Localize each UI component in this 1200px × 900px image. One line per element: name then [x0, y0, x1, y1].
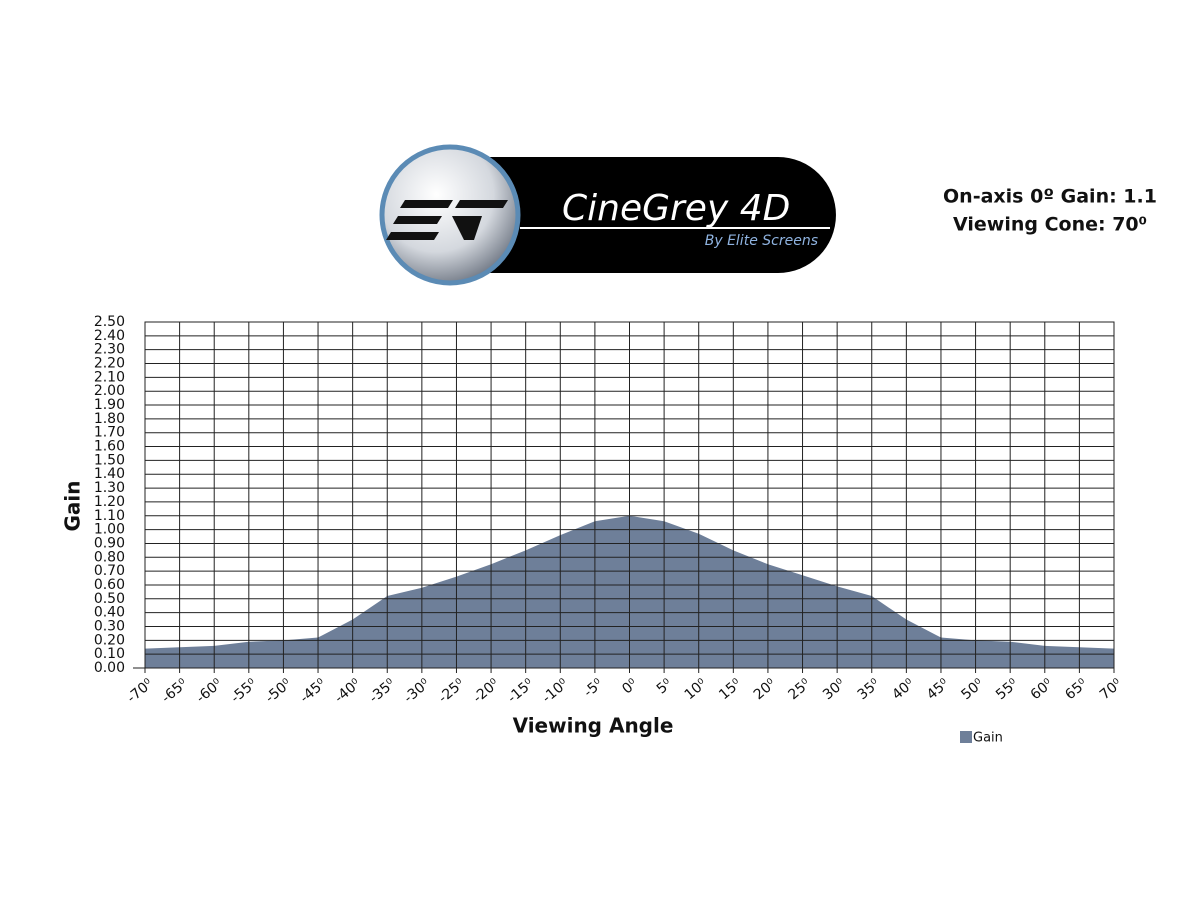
x-tick-label: 60⁰	[1028, 676, 1057, 704]
x-tick-label: -40⁰	[332, 676, 364, 707]
y-tick-label: 0.10	[94, 646, 125, 662]
y-tick-label: 1.40	[94, 466, 125, 482]
x-tick-label: 15⁰	[716, 676, 745, 704]
y-tick-label: 0.20	[94, 632, 125, 648]
y-tick-label: 0.30	[94, 618, 125, 634]
x-tick-label: -45⁰	[297, 676, 329, 707]
y-tick-label: 1.60	[94, 439, 125, 455]
y-axis-label: Gain	[61, 480, 85, 531]
y-tick-label: 1.70	[94, 425, 125, 441]
x-tick-label: -15⁰	[505, 676, 537, 707]
x-tick-label: -5⁰	[581, 676, 607, 701]
y-tick-label: 0.40	[94, 605, 125, 621]
x-tick-label: -35⁰	[366, 676, 398, 707]
plot-border	[144, 321, 1115, 669]
x-tick-label: -60⁰	[193, 676, 225, 707]
logo-name: CineGrey 4D	[562, 188, 790, 229]
x-axis-label: Viewing Angle	[513, 714, 674, 738]
x-tick-label: -65⁰	[159, 676, 191, 707]
logo-mark	[386, 200, 508, 240]
x-tick-label: -25⁰	[436, 676, 468, 707]
x-tick-label: 65⁰	[1062, 676, 1091, 704]
x-tick-label: 25⁰	[785, 676, 814, 704]
y-tick-label: 2.20	[94, 356, 125, 372]
logo-band	[450, 157, 836, 273]
y-tick-label: 1.80	[94, 411, 125, 427]
y-tick-label: 0.00	[94, 660, 125, 676]
x-tick-label: 40⁰	[889, 676, 918, 704]
x-tick-label: 55⁰	[993, 676, 1022, 704]
y-tick-label: 1.90	[94, 397, 125, 413]
y-tick-label: 2.10	[94, 369, 125, 385]
x-tick-label: 45⁰	[924, 676, 953, 704]
x-tick-label: 50⁰	[958, 676, 987, 704]
annotation: Viewing Cone: 70⁰	[953, 214, 1147, 236]
x-tick-label: -50⁰	[262, 676, 294, 707]
y-tick-label: 2.00	[94, 383, 125, 399]
x-tick-label: 0⁰	[619, 676, 641, 698]
x-tick-label: 30⁰	[820, 676, 849, 704]
y-tick-label: 1.20	[94, 494, 125, 510]
y-tick-label: 2.50	[94, 314, 125, 330]
logo: CineGrey 4D By Elite Screens	[379, 144, 836, 286]
x-tick-label: 20⁰	[751, 676, 780, 704]
annotation: On-axis 0º Gain: 1.1	[943, 186, 1157, 208]
x-tick-label: -55⁰	[228, 676, 260, 707]
y-tick-label: 2.40	[94, 328, 125, 344]
y-tick-label: 1.30	[94, 480, 125, 496]
y-tick-label: 0.50	[94, 591, 125, 607]
x-tick-label: 35⁰	[855, 676, 884, 704]
y-tick-label: 2.30	[94, 342, 125, 358]
y-tick-label: 0.70	[94, 563, 125, 579]
y-tick-label: 0.90	[94, 535, 125, 551]
y-tick-label: 0.60	[94, 577, 125, 593]
x-tick-label: 5⁰	[654, 676, 676, 698]
legend-swatch	[960, 731, 972, 743]
y-tick-label: 1.10	[94, 508, 125, 524]
y-tick-label: 1.00	[94, 522, 125, 538]
x-tick-label: -30⁰	[401, 676, 433, 707]
x-tick-label: -70⁰	[124, 676, 156, 707]
x-tick-label: 10⁰	[682, 676, 711, 704]
x-tick-label: 70⁰	[1097, 676, 1126, 704]
x-tick-label: -10⁰	[539, 676, 571, 707]
logo-orb	[379, 144, 521, 286]
legend-label: Gain	[973, 731, 1003, 746]
logo-tagline: By Elite Screens	[705, 233, 818, 249]
y-tick-label: 1.50	[94, 452, 125, 468]
y-tick-label: 0.80	[94, 549, 125, 565]
x-tick-label: -20⁰	[470, 676, 502, 707]
